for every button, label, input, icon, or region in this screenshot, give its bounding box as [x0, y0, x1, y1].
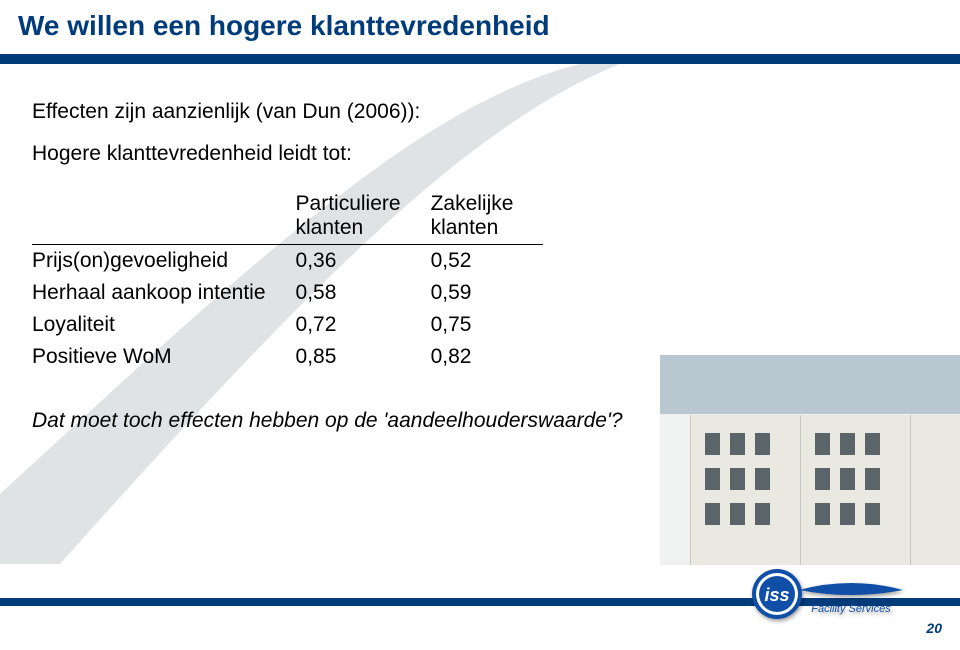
table-row: Herhaal aankoop intentie 0,58 0,59 — [32, 277, 543, 309]
content-block: Effecten zijn aanzienlijk (van Dun (2006… — [32, 100, 652, 433]
iss-logo: iss Facility Services — [751, 568, 906, 620]
lead-text: Hogere klanttevredenheid leidt tot: — [32, 142, 652, 166]
intro-text: Effecten zijn aanzienlijk (van Dun (2006… — [32, 100, 652, 124]
row-val2: 0,82 — [431, 341, 544, 373]
table-row: Positieve WoM 0,85 0,82 — [32, 341, 543, 373]
row-label: Prijs(on)gevoeligheid — [32, 245, 296, 278]
effects-table: Particuliere klanten Zakelijke klanten P… — [32, 188, 543, 373]
row-val1: 0,72 — [296, 309, 431, 341]
row-label: Herhaal aankoop intentie — [32, 277, 296, 309]
title-underline-bar — [0, 54, 960, 64]
table-row: Prijs(on)gevoeligheid 0,36 0,52 — [32, 245, 543, 278]
svg-text:iss: iss — [764, 585, 789, 605]
slide: We willen een hogere klanttevredenheid E… — [0, 0, 960, 650]
row-val2: 0,52 — [431, 245, 544, 278]
header-col2: Zakelijke klanten — [431, 188, 544, 245]
svg-text:Facility Services: Facility Services — [811, 603, 891, 615]
row-val1: 0,58 — [296, 277, 431, 309]
row-label: Loyaliteit — [32, 309, 296, 341]
header-col1: Particuliere klanten — [296, 188, 431, 245]
row-label: Positieve WoM — [32, 341, 296, 373]
table-row: Loyaliteit 0,72 0,75 — [32, 309, 543, 341]
row-val1: 0,36 — [296, 245, 431, 278]
footnote-text: Dat moet toch effecten hebben op de 'aan… — [32, 409, 652, 433]
page-title: We willen een hogere klanttevredenheid — [18, 10, 550, 42]
page-number: 20 — [926, 620, 942, 636]
table-header-row: Particuliere klanten Zakelijke klanten — [32, 188, 543, 245]
row-val1: 0,85 — [296, 341, 431, 373]
photo-building — [660, 355, 960, 565]
row-val2: 0,59 — [431, 277, 544, 309]
row-val2: 0,75 — [431, 309, 544, 341]
header-empty — [32, 188, 296, 245]
